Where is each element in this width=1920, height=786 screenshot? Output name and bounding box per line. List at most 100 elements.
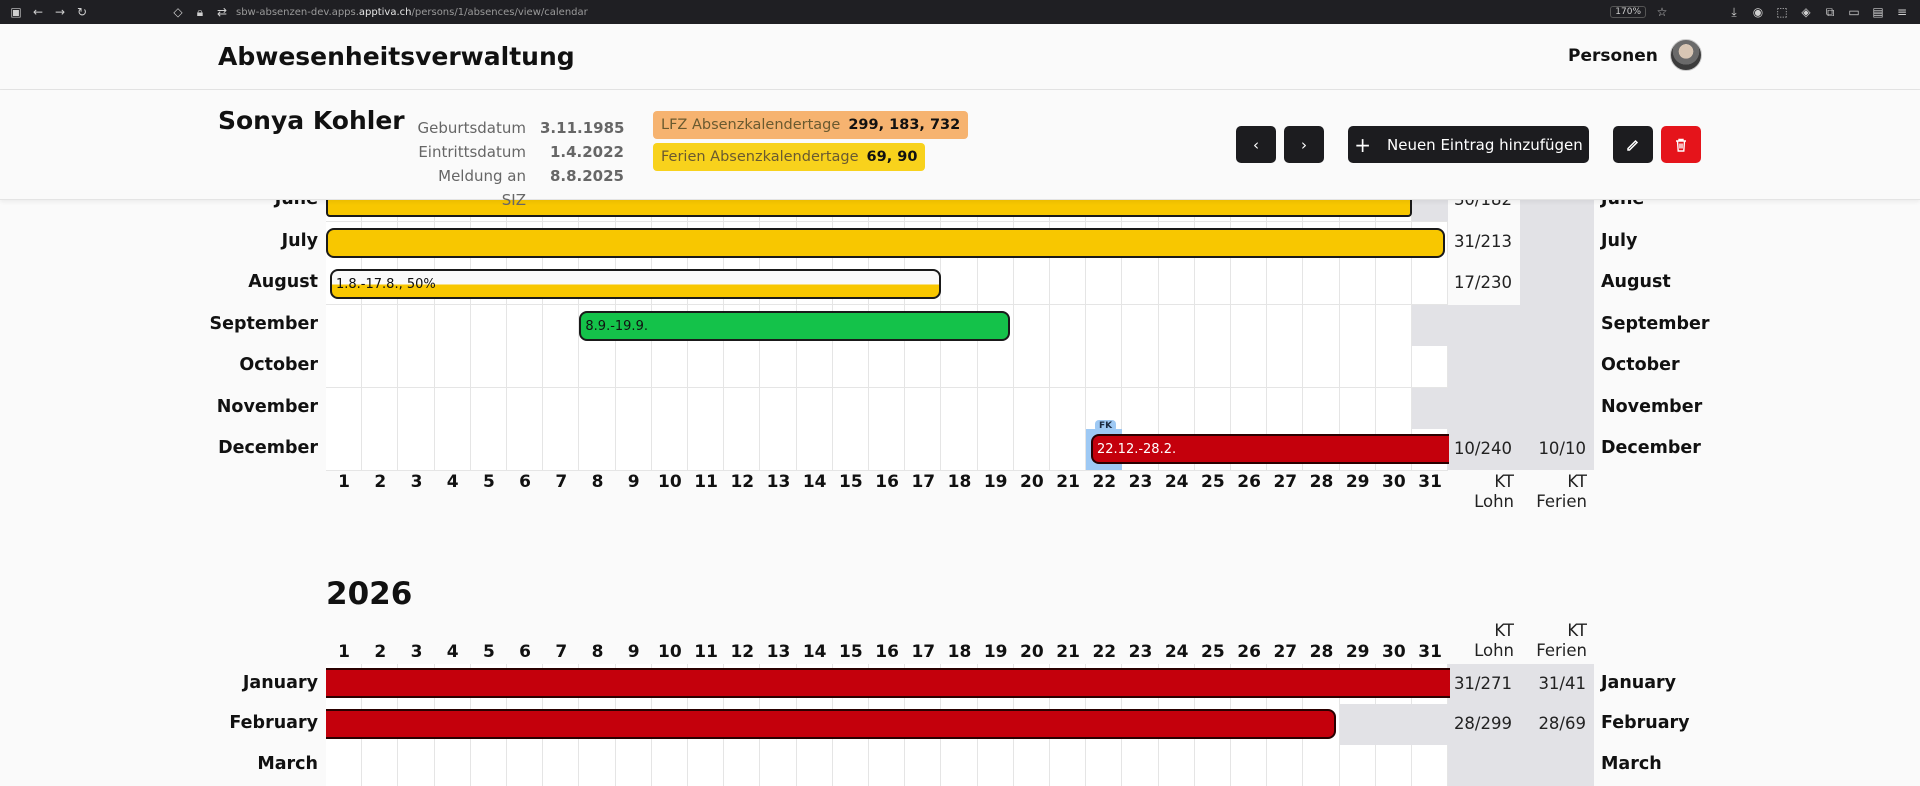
day-cell[interactable] <box>398 346 435 388</box>
nav-persons-link[interactable]: Personen <box>1568 46 1658 66</box>
day-cell[interactable] <box>1013 346 1050 388</box>
day-cell[interactable] <box>1412 704 1449 746</box>
previous-button[interactable]: ‹ <box>1236 126 1276 163</box>
day-cell[interactable] <box>579 346 616 388</box>
day-cell[interactable] <box>470 745 507 786</box>
day-cell[interactable] <box>1375 388 1412 430</box>
day-cell[interactable] <box>1375 745 1412 786</box>
day-cell[interactable] <box>1122 388 1159 430</box>
day-cell[interactable] <box>796 429 833 471</box>
day-cell[interactable] <box>543 346 580 388</box>
day-cell[interactable] <box>470 305 507 347</box>
day-cell[interactable] <box>905 346 942 388</box>
day-cell[interactable] <box>941 346 978 388</box>
day-cell[interactable] <box>615 745 652 786</box>
day-cell[interactable] <box>905 429 942 471</box>
day-cell[interactable] <box>326 305 363 347</box>
day-cell[interactable] <box>651 346 688 388</box>
day-cell[interactable] <box>1194 263 1231 305</box>
day-cell[interactable] <box>543 429 580 471</box>
absence-bar-january[interactable] <box>326 668 1450 698</box>
day-cell[interactable] <box>688 388 725 430</box>
day-cell[interactable] <box>832 346 869 388</box>
day-cell[interactable] <box>1194 745 1231 786</box>
day-cell[interactable] <box>1158 745 1195 786</box>
day-cell[interactable] <box>507 346 544 388</box>
app-title[interactable]: Abwesenheitsverwaltung <box>218 42 575 71</box>
day-cell[interactable] <box>1375 263 1412 305</box>
day-cell[interactable] <box>507 305 544 347</box>
absence-bar-february[interactable] <box>326 709 1336 739</box>
day-cell[interactable] <box>470 429 507 471</box>
day-cell[interactable] <box>1086 305 1123 347</box>
day-cell[interactable] <box>579 388 616 430</box>
day-cell[interactable] <box>1231 263 1268 305</box>
day-cell[interactable] <box>1050 429 1087 471</box>
day-cell[interactable] <box>1050 745 1087 786</box>
reload-icon[interactable]: ↻ <box>76 5 88 19</box>
day-cell[interactable] <box>1013 429 1050 471</box>
day-cell[interactable] <box>434 305 471 347</box>
day-cell[interactable] <box>1231 388 1268 430</box>
day-cell[interactable] <box>1013 263 1050 305</box>
day-cell[interactable] <box>362 388 399 430</box>
day-cell[interactable] <box>470 346 507 388</box>
day-cell[interactable] <box>1050 263 1087 305</box>
day-cell[interactable] <box>1013 388 1050 430</box>
day-cell[interactable] <box>543 388 580 430</box>
day-cell[interactable] <box>905 745 942 786</box>
day-cell[interactable] <box>326 346 363 388</box>
day-cell[interactable] <box>1339 745 1376 786</box>
day-cell[interactable] <box>434 745 471 786</box>
day-cell[interactable] <box>326 388 363 430</box>
day-cell[interactable] <box>1412 346 1449 388</box>
day-cell[interactable] <box>1231 745 1268 786</box>
day-cell[interactable] <box>434 346 471 388</box>
day-cell[interactable] <box>869 745 906 786</box>
day-cell[interactable] <box>941 745 978 786</box>
day-cell[interactable] <box>434 429 471 471</box>
day-cell[interactable] <box>1267 263 1304 305</box>
day-cell[interactable] <box>869 388 906 430</box>
day-cell[interactable] <box>1375 704 1412 746</box>
day-cell[interactable] <box>1194 346 1231 388</box>
day-cell[interactable] <box>543 305 580 347</box>
sidebar-icon[interactable]: ▤ <box>1872 5 1884 19</box>
add-entry-button[interactable]: + Neuen Eintrag hinzufügen <box>1348 126 1589 163</box>
day-cell[interactable] <box>869 346 906 388</box>
day-cell[interactable] <box>760 388 797 430</box>
day-cell[interactable] <box>941 429 978 471</box>
absence-bar-july[interactable] <box>326 228 1445 258</box>
day-cell[interactable] <box>1412 388 1449 430</box>
day-cell[interactable] <box>1013 305 1050 347</box>
day-cell[interactable] <box>326 745 363 786</box>
download-icon[interactable]: ⤓ <box>1731 4 1737 19</box>
day-cell[interactable] <box>1267 745 1304 786</box>
day-cell[interactable] <box>832 429 869 471</box>
day-cell[interactable] <box>1086 263 1123 305</box>
day-cell[interactable] <box>1412 305 1449 347</box>
day-cell[interactable] <box>724 388 761 430</box>
day-cell[interactable] <box>724 346 761 388</box>
day-cell[interactable] <box>977 346 1014 388</box>
day-cell[interactable] <box>362 745 399 786</box>
day-cell[interactable] <box>977 429 1014 471</box>
day-cell[interactable] <box>362 429 399 471</box>
day-cell[interactable] <box>832 388 869 430</box>
day-cell[interactable] <box>470 388 507 430</box>
day-cell[interactable] <box>1194 305 1231 347</box>
day-cell[interactable] <box>688 745 725 786</box>
day-cell[interactable] <box>615 388 652 430</box>
day-cell[interactable] <box>615 429 652 471</box>
day-cell[interactable] <box>724 745 761 786</box>
day-cell[interactable] <box>1339 388 1376 430</box>
day-cell[interactable] <box>507 745 544 786</box>
puzzle-icon[interactable]: ⧉ <box>1825 4 1835 19</box>
day-cell[interactable] <box>398 429 435 471</box>
day-cell[interactable] <box>688 346 725 388</box>
day-cell[interactable] <box>651 745 688 786</box>
day-cell[interactable] <box>1086 346 1123 388</box>
day-cell[interactable] <box>1086 745 1123 786</box>
day-cell[interactable] <box>977 745 1014 786</box>
day-cell[interactable] <box>1303 346 1340 388</box>
